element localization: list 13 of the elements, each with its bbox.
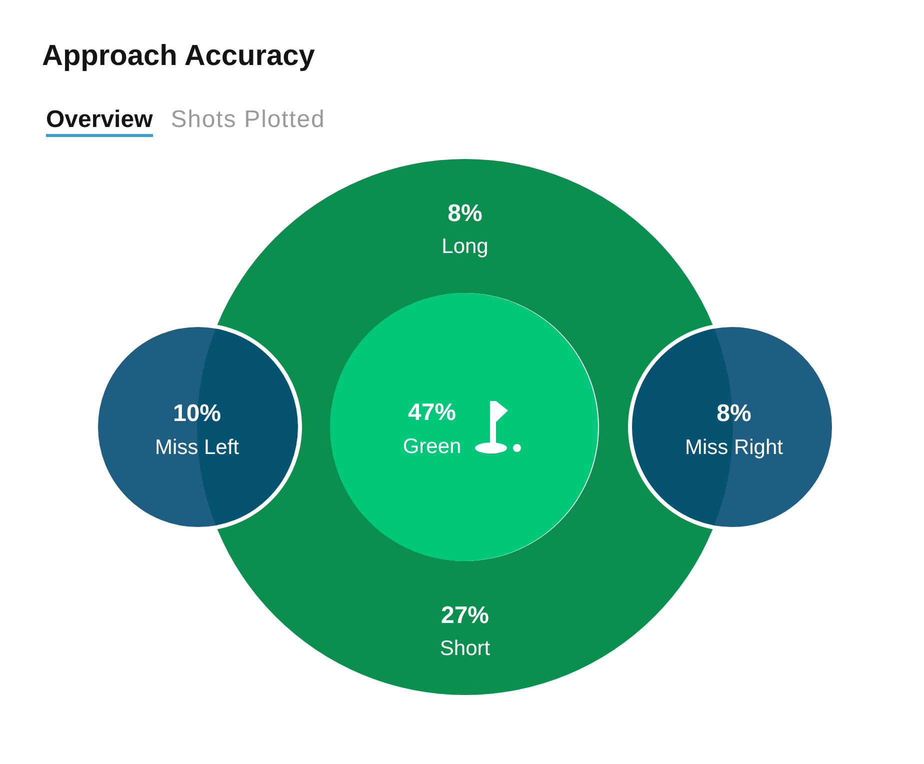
category-label: Long [442,235,488,258]
category-label: Green [402,435,462,458]
text: Approach Accuracy [42,40,315,73]
text: Shots Plotted [170,106,326,134]
data-label: 47% [408,399,456,426]
data-label: 8% [448,200,482,227]
data-label: 10% [172,400,222,427]
category-label: Miss Left [154,436,240,459]
category-label: Short [440,637,490,660]
text: Overview [46,106,153,134]
data-label: 8% [716,400,752,427]
category-label: Miss Right [684,436,784,459]
data-label: 27% [440,602,490,629]
